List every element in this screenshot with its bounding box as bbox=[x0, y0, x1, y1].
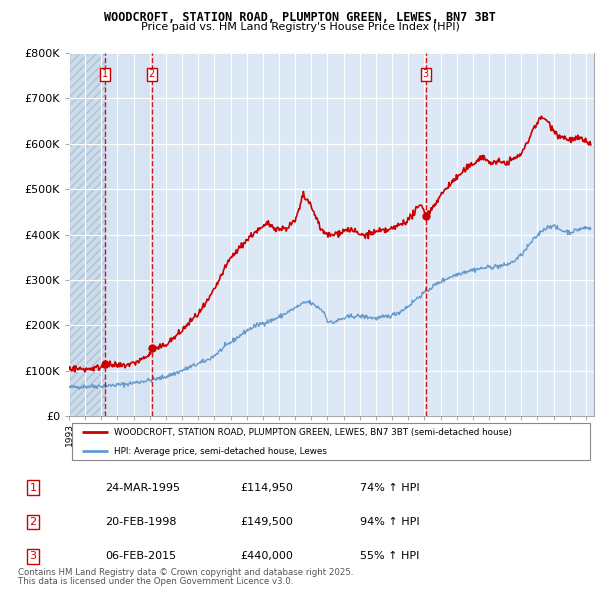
Text: Contains HM Land Registry data © Crown copyright and database right 2025.: Contains HM Land Registry data © Crown c… bbox=[18, 568, 353, 577]
Text: £440,000: £440,000 bbox=[240, 551, 293, 561]
Text: 20-FEB-1998: 20-FEB-1998 bbox=[105, 517, 176, 527]
FancyBboxPatch shape bbox=[71, 423, 590, 460]
Text: Price paid vs. HM Land Registry's House Price Index (HPI): Price paid vs. HM Land Registry's House … bbox=[140, 22, 460, 32]
Text: 1: 1 bbox=[29, 483, 37, 493]
Text: 2: 2 bbox=[149, 70, 155, 80]
Text: WOODCROFT, STATION ROAD, PLUMPTON GREEN, LEWES, BN7 3BT: WOODCROFT, STATION ROAD, PLUMPTON GREEN,… bbox=[104, 11, 496, 24]
Text: 55% ↑ HPI: 55% ↑ HPI bbox=[360, 551, 419, 561]
Text: 06-FEB-2015: 06-FEB-2015 bbox=[105, 551, 176, 561]
Bar bbox=[105, 53, 152, 416]
Text: 2: 2 bbox=[29, 517, 37, 527]
Text: HPI: Average price, semi-detached house, Lewes: HPI: Average price, semi-detached house,… bbox=[113, 447, 326, 456]
Text: £149,500: £149,500 bbox=[240, 517, 293, 527]
Text: 3: 3 bbox=[29, 551, 37, 561]
Text: 3: 3 bbox=[423, 70, 429, 80]
Text: This data is licensed under the Open Government Licence v3.0.: This data is licensed under the Open Gov… bbox=[18, 578, 293, 586]
Text: 1: 1 bbox=[102, 70, 108, 80]
Text: £114,950: £114,950 bbox=[240, 483, 293, 493]
Text: 74% ↑ HPI: 74% ↑ HPI bbox=[360, 483, 419, 493]
Text: 94% ↑ HPI: 94% ↑ HPI bbox=[360, 517, 419, 527]
Text: 24-MAR-1995: 24-MAR-1995 bbox=[105, 483, 180, 493]
Bar bbox=[69, 53, 105, 416]
Text: WOODCROFT, STATION ROAD, PLUMPTON GREEN, LEWES, BN7 3BT (semi-detached house): WOODCROFT, STATION ROAD, PLUMPTON GREEN,… bbox=[113, 428, 512, 437]
